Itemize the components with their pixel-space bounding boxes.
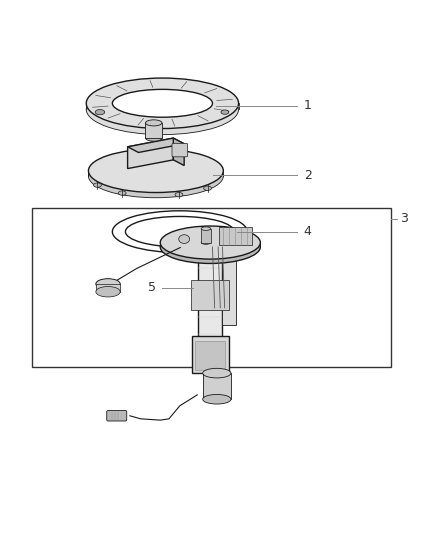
- Ellipse shape: [204, 186, 212, 190]
- FancyBboxPatch shape: [107, 410, 127, 421]
- Bar: [198, 243, 222, 343]
- Ellipse shape: [160, 226, 260, 259]
- Text: 5: 5: [148, 281, 156, 294]
- Ellipse shape: [88, 149, 223, 192]
- Ellipse shape: [145, 120, 162, 126]
- Ellipse shape: [94, 183, 101, 187]
- Ellipse shape: [113, 211, 247, 253]
- Ellipse shape: [118, 191, 126, 195]
- Text: 2: 2: [304, 168, 312, 182]
- Ellipse shape: [125, 216, 234, 247]
- Ellipse shape: [203, 394, 231, 404]
- Ellipse shape: [88, 154, 223, 198]
- Bar: [32, 208, 391, 367]
- Bar: [203, 373, 231, 399]
- Ellipse shape: [179, 235, 190, 244]
- Ellipse shape: [86, 84, 239, 135]
- Ellipse shape: [145, 135, 162, 141]
- Bar: [195, 341, 225, 370]
- Bar: [222, 243, 236, 325]
- Ellipse shape: [113, 90, 212, 117]
- Ellipse shape: [221, 110, 229, 114]
- Ellipse shape: [203, 368, 231, 378]
- Bar: [191, 279, 230, 310]
- Polygon shape: [127, 138, 173, 168]
- Ellipse shape: [95, 109, 105, 115]
- Ellipse shape: [160, 230, 260, 263]
- Bar: [145, 123, 162, 138]
- Ellipse shape: [96, 287, 120, 297]
- FancyBboxPatch shape: [172, 143, 187, 157]
- Bar: [219, 228, 252, 245]
- Bar: [192, 336, 229, 373]
- Bar: [201, 229, 211, 243]
- Ellipse shape: [113, 95, 212, 123]
- Ellipse shape: [86, 78, 239, 128]
- Ellipse shape: [201, 227, 211, 230]
- Text: 1: 1: [304, 99, 312, 112]
- Ellipse shape: [96, 279, 120, 289]
- Text: 4: 4: [304, 225, 312, 238]
- Ellipse shape: [201, 241, 211, 244]
- Polygon shape: [127, 138, 184, 152]
- Text: 3: 3: [399, 212, 407, 225]
- Ellipse shape: [175, 192, 183, 197]
- Polygon shape: [173, 138, 184, 166]
- Bar: [96, 284, 120, 292]
